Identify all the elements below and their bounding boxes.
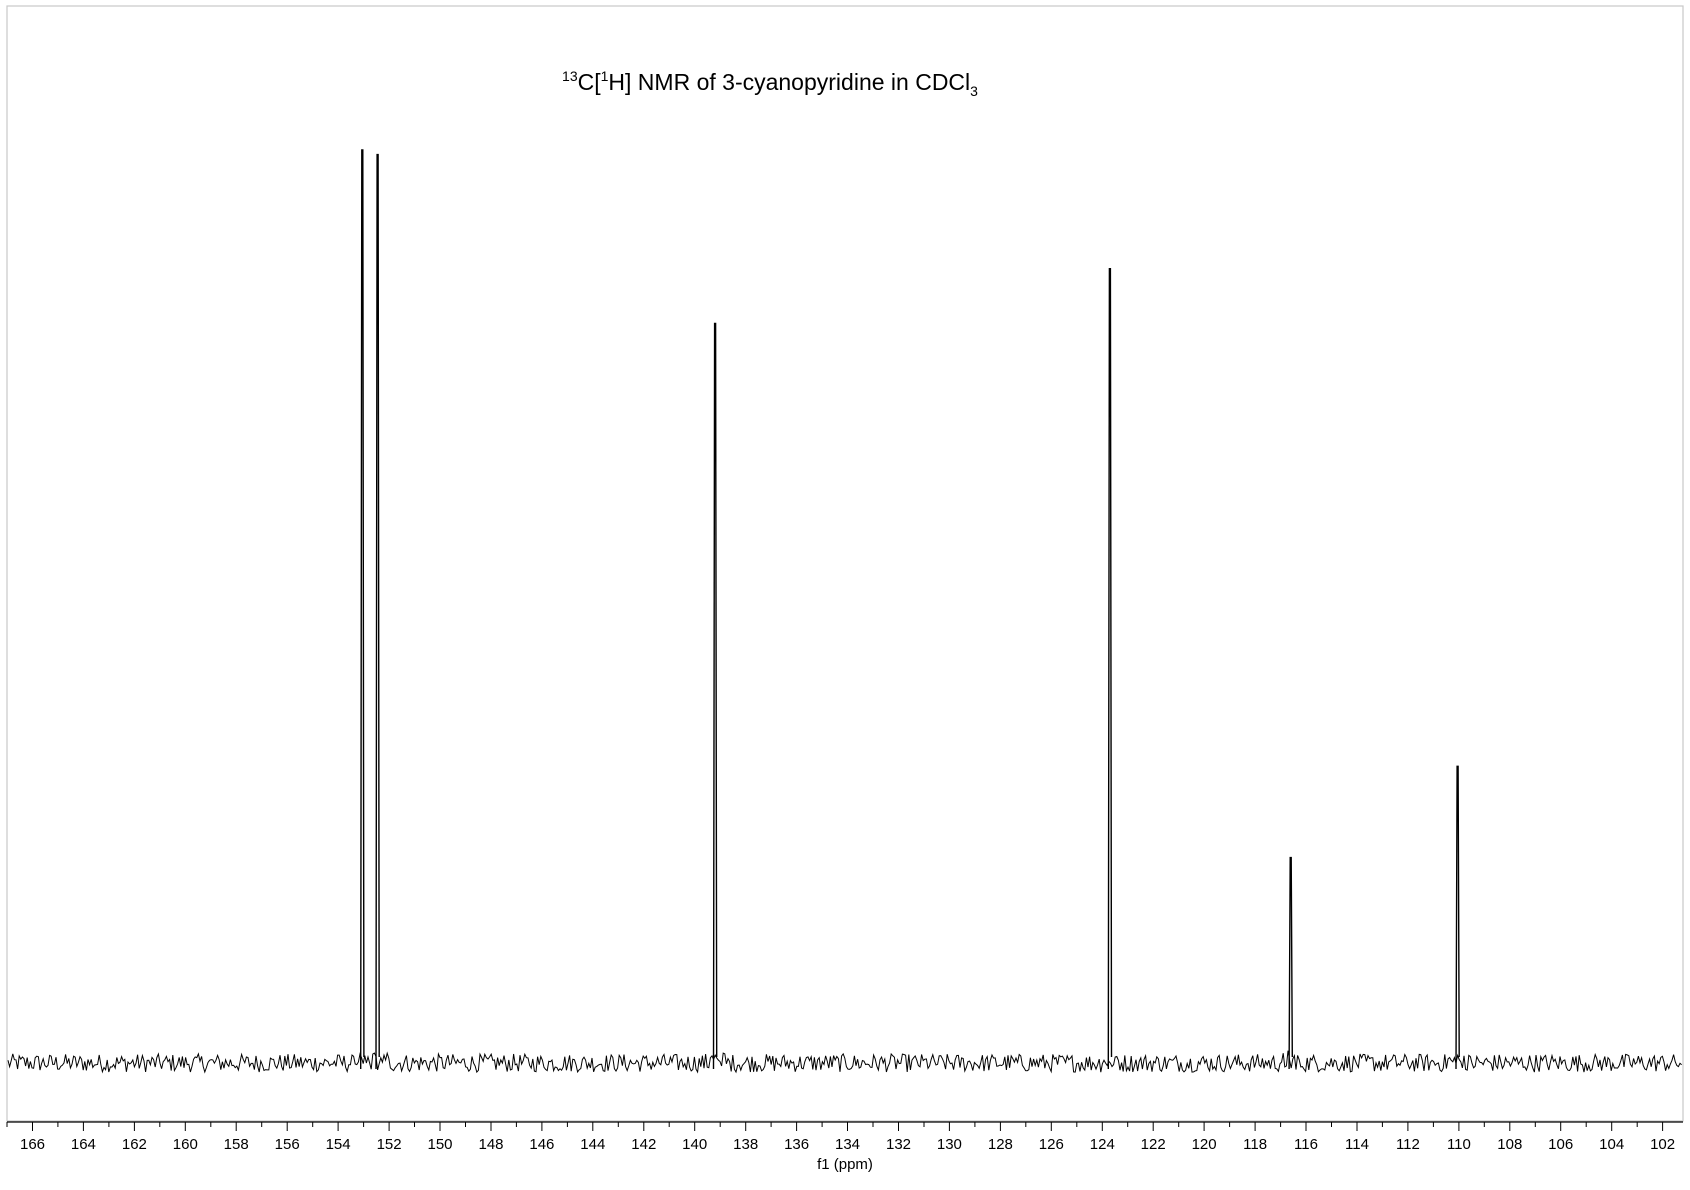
chart-title: 13C[1H] NMR of 3-cyanopyridine in CDCl3 [562, 68, 978, 99]
x-tick-label: 130 [937, 1136, 962, 1153]
x-tick-label: 142 [631, 1136, 656, 1153]
spectrum-layer [7, 149, 1682, 1074]
x-tick-label: 144 [580, 1136, 605, 1153]
x-tick-label: 140 [682, 1136, 707, 1153]
x-axis-ticks: 166 164 162 160 158 156 154 152 150 148 146 144 142 1… [6, 1122, 1675, 1153]
spectrum-peak-0 [360, 149, 365, 1070]
x-tick-label: 122 [1141, 1136, 1166, 1153]
x-tick-label: 158 [224, 1136, 249, 1153]
x-tick-label: 160 [173, 1136, 198, 1153]
x-tick-label: 102 [1650, 1136, 1675, 1153]
plot-frame [6, 5, 1684, 1122]
x-tick-label: 124 [1090, 1136, 1115, 1153]
x-tick-label: 166 [20, 1136, 45, 1153]
x-tick-label: 118 [1243, 1136, 1267, 1153]
title-subscript: 3 [970, 83, 978, 99]
spectrum-baseline-trace [7, 1050, 1682, 1074]
x-tick-label: 132 [886, 1136, 911, 1153]
x-tick-label: 126 [1039, 1136, 1064, 1153]
spectrum-peak-4 [1288, 856, 1293, 1070]
x-tick-label: 152 [377, 1136, 402, 1153]
x-tick-label: 110 [1447, 1136, 1471, 1153]
x-tick-label: 150 [427, 1136, 452, 1153]
x-tick-label: 134 [835, 1136, 860, 1153]
x-axis-label: f1 (ppm) [817, 1156, 873, 1173]
x-tick-label: 146 [529, 1136, 554, 1153]
x-tick-label: 138 [733, 1136, 758, 1153]
x-tick-label: 148 [478, 1136, 503, 1153]
x-tick-label: 114 [1345, 1136, 1369, 1153]
x-tick-label: 116 [1294, 1136, 1318, 1153]
spectrum-peak-5 [1455, 765, 1460, 1070]
title-isotope: 13 [562, 68, 578, 84]
title-decouple-isotope: 1 [601, 68, 609, 84]
x-tick-label: 104 [1599, 1136, 1624, 1153]
x-tick-label: 156 [275, 1136, 300, 1153]
x-tick-label: 112 [1396, 1136, 1420, 1153]
x-tick-label: 162 [122, 1136, 147, 1153]
spectrum-peak-2 [712, 322, 718, 1070]
x-tick-label: 164 [71, 1136, 96, 1153]
x-tick-label: 136 [784, 1136, 809, 1153]
x-tick-label: 108 [1497, 1136, 1522, 1153]
x-tick-label: 128 [988, 1136, 1013, 1153]
title-rest: H] NMR of 3-cyanopyridine in CDCl [608, 69, 970, 95]
x-tick-label: 120 [1192, 1136, 1217, 1153]
title-nucleus: C[ [578, 69, 602, 95]
x-tick-label: 154 [326, 1136, 351, 1153]
spectrum-peak-1 [375, 153, 380, 1070]
x-tick-label: 106 [1548, 1136, 1573, 1153]
spectrum-peak-3 [1107, 268, 1113, 1070]
